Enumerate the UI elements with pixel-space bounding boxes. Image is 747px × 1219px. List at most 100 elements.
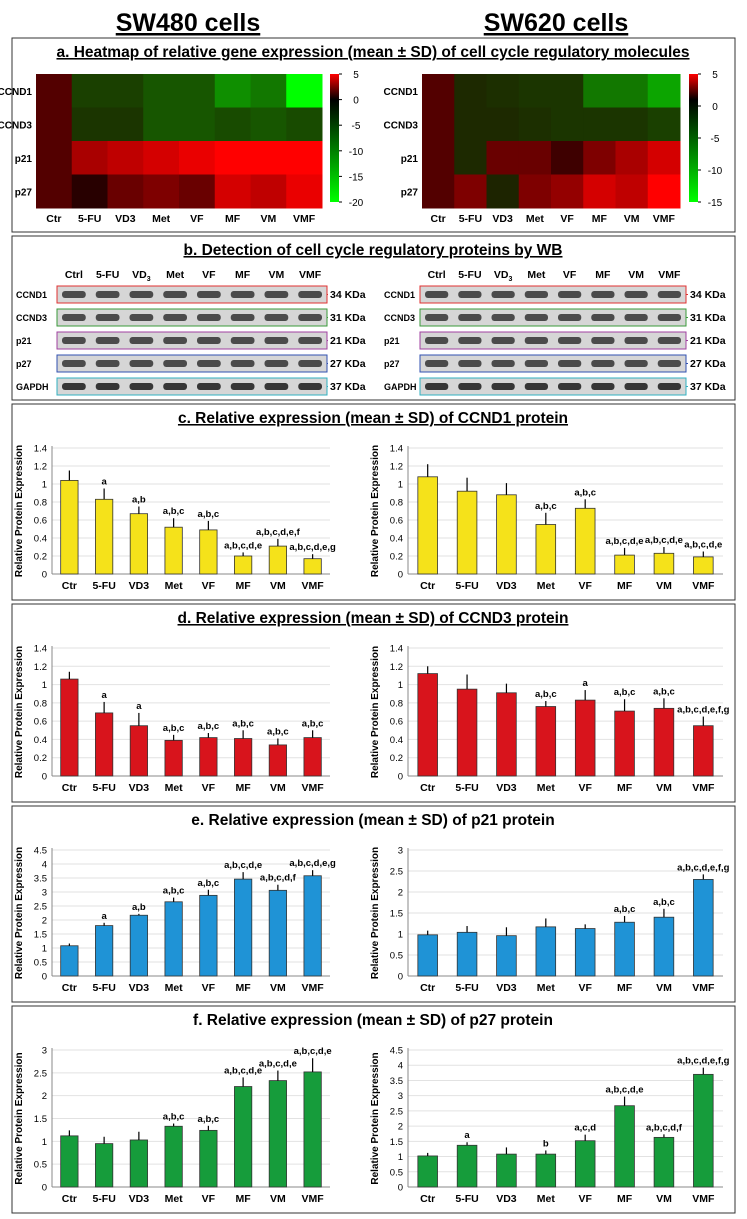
bar	[268, 545, 287, 575]
heatmap-cell	[583, 141, 616, 175]
bar	[496, 692, 517, 777]
bar-chart-sw480-1: 0 0.2 0.4 0.6 0.8 1 1.2 1.4 Relative Protein Exp…	[14, 644, 330, 794]
wb-band	[458, 314, 482, 321]
significance-label: a,b,c	[163, 506, 185, 517]
y-tick-label: 0	[42, 972, 47, 983]
wb-band	[657, 337, 681, 344]
wb-size-label: 27 KDa	[690, 358, 726, 370]
bar	[164, 739, 183, 777]
significance-label: a,c,d	[574, 1123, 596, 1134]
significance-label: a	[583, 678, 589, 689]
y-tick-label: 0	[398, 972, 403, 983]
x-tick-label: 5-FU	[455, 1193, 478, 1205]
x-tick-label: 5-FU	[455, 982, 478, 994]
significance-label: a,b,c	[614, 687, 636, 698]
heatmap-cell	[518, 141, 552, 175]
colorbar	[689, 74, 698, 202]
y-tick-label: 1	[398, 480, 403, 491]
bar	[199, 529, 218, 575]
heatmap-gene-label: CCND3	[0, 120, 32, 131]
y-tick-label: 1.5	[34, 930, 47, 941]
wb-band	[657, 314, 681, 321]
x-tick-label: VF	[578, 982, 592, 994]
wb-band	[558, 383, 582, 390]
heatmap-cell	[250, 141, 287, 175]
heatmap-cell	[583, 174, 616, 209]
bar	[574, 699, 596, 777]
wb-size-label: 31 KDa	[330, 312, 366, 324]
x-tick-label: 5-FU	[92, 1193, 115, 1205]
heatmap-cell	[422, 141, 455, 175]
y-tick-label: 3	[42, 1046, 47, 1057]
wb-band	[524, 360, 548, 367]
bar-chart-sw480-0: 0 0.2 0.4 0.6 0.8 1 1.2 1.4 Relative Protein Exp…	[14, 444, 336, 593]
wb-band	[95, 337, 120, 344]
heatmap-cell	[615, 141, 649, 175]
wb-band	[129, 314, 154, 321]
heatmap-condition-label: 5-FU	[459, 213, 482, 225]
western-blot-section: b. Detection of cell cycle regulatory pr…	[11, 235, 736, 401]
x-tick-label: MF	[236, 982, 252, 994]
wb-band	[230, 314, 255, 321]
wb-band	[163, 291, 187, 298]
wb-lane-label: VD3	[132, 269, 151, 283]
significance-label: a,b,c,d,e	[259, 1059, 297, 1070]
y-tick-label: 1	[398, 1152, 403, 1163]
significance-label: a,b,c	[574, 487, 596, 498]
wb-band	[458, 383, 482, 390]
bar-chart-sw480-3: 0 0.5 1 1.5 2 2.5 3 Relative Protein Expression…	[14, 1046, 332, 1206]
heatmap-cell	[143, 174, 180, 209]
heatmap-cell	[107, 141, 144, 175]
bar	[234, 738, 253, 777]
x-tick-label: VD3	[496, 580, 517, 592]
heatmap-cell	[583, 107, 616, 142]
wb-band	[524, 314, 548, 321]
y-tick-label: 4	[398, 1061, 403, 1072]
x-tick-label: VMF	[302, 1193, 325, 1205]
x-tick-label: VF	[202, 782, 216, 794]
wb-band	[230, 291, 255, 298]
significance-label: a,b,c	[163, 1112, 185, 1123]
significance-label: a,b,c,d,e	[224, 860, 262, 871]
wb-lane-label: VM	[628, 269, 644, 281]
x-tick-label: Met	[165, 580, 184, 592]
heatmap-cell	[143, 107, 180, 142]
x-tick-label: Ctr	[62, 782, 77, 794]
bar	[199, 894, 218, 977]
x-tick-label: VD3	[496, 782, 517, 794]
heatmap-gene-label: p21	[401, 154, 419, 165]
p21-section: e. Relative expression (mean ± SD) of p2…	[11, 805, 736, 1003]
y-tick-label: 2	[42, 916, 47, 927]
y-axis-label: Relative Protein Expression	[14, 1052, 25, 1184]
heatmap-condition-label: VM	[261, 213, 277, 225]
significance-label: a,b,c,d,e,g	[289, 858, 336, 869]
y-tick-label: 0.4	[34, 735, 47, 746]
significance-label: a,b,c,d,e	[224, 540, 262, 551]
heatmap-cell	[214, 107, 251, 142]
y-tick-label: 0	[42, 1183, 47, 1194]
bar	[653, 916, 675, 977]
heatmap-cell	[250, 174, 287, 209]
wb-band	[558, 291, 582, 298]
bar-chart-sw620-2: 0 0.5 1 1.5 2 2.5 3 Relative Protein Expression…	[370, 846, 730, 995]
y-axis-label: Relative Protein Expression	[14, 646, 25, 778]
wb-band	[62, 314, 86, 321]
y-tick-label: 0.5	[390, 951, 403, 962]
significance-label: a	[101, 911, 107, 922]
colorbar-tick-label: -15	[349, 172, 364, 183]
bar	[417, 1155, 438, 1188]
x-tick-label: VF	[202, 580, 216, 592]
y-tick-label: 1	[398, 680, 403, 691]
wb-lane-label: VD3	[494, 269, 513, 283]
wb-band	[230, 337, 255, 344]
y-tick-label: 0.5	[390, 1167, 403, 1178]
heatmap-cell	[486, 107, 520, 142]
heatmap-cell	[179, 174, 216, 209]
bar	[574, 1140, 596, 1188]
colorbar-tick-label: -10	[349, 147, 364, 158]
wb-band	[95, 314, 120, 321]
x-tick-label: VD3	[129, 580, 150, 592]
wb-lane-label: Met	[166, 269, 185, 281]
significance-label: a	[464, 1130, 470, 1141]
colorbar-tick-label: -15	[708, 198, 723, 209]
